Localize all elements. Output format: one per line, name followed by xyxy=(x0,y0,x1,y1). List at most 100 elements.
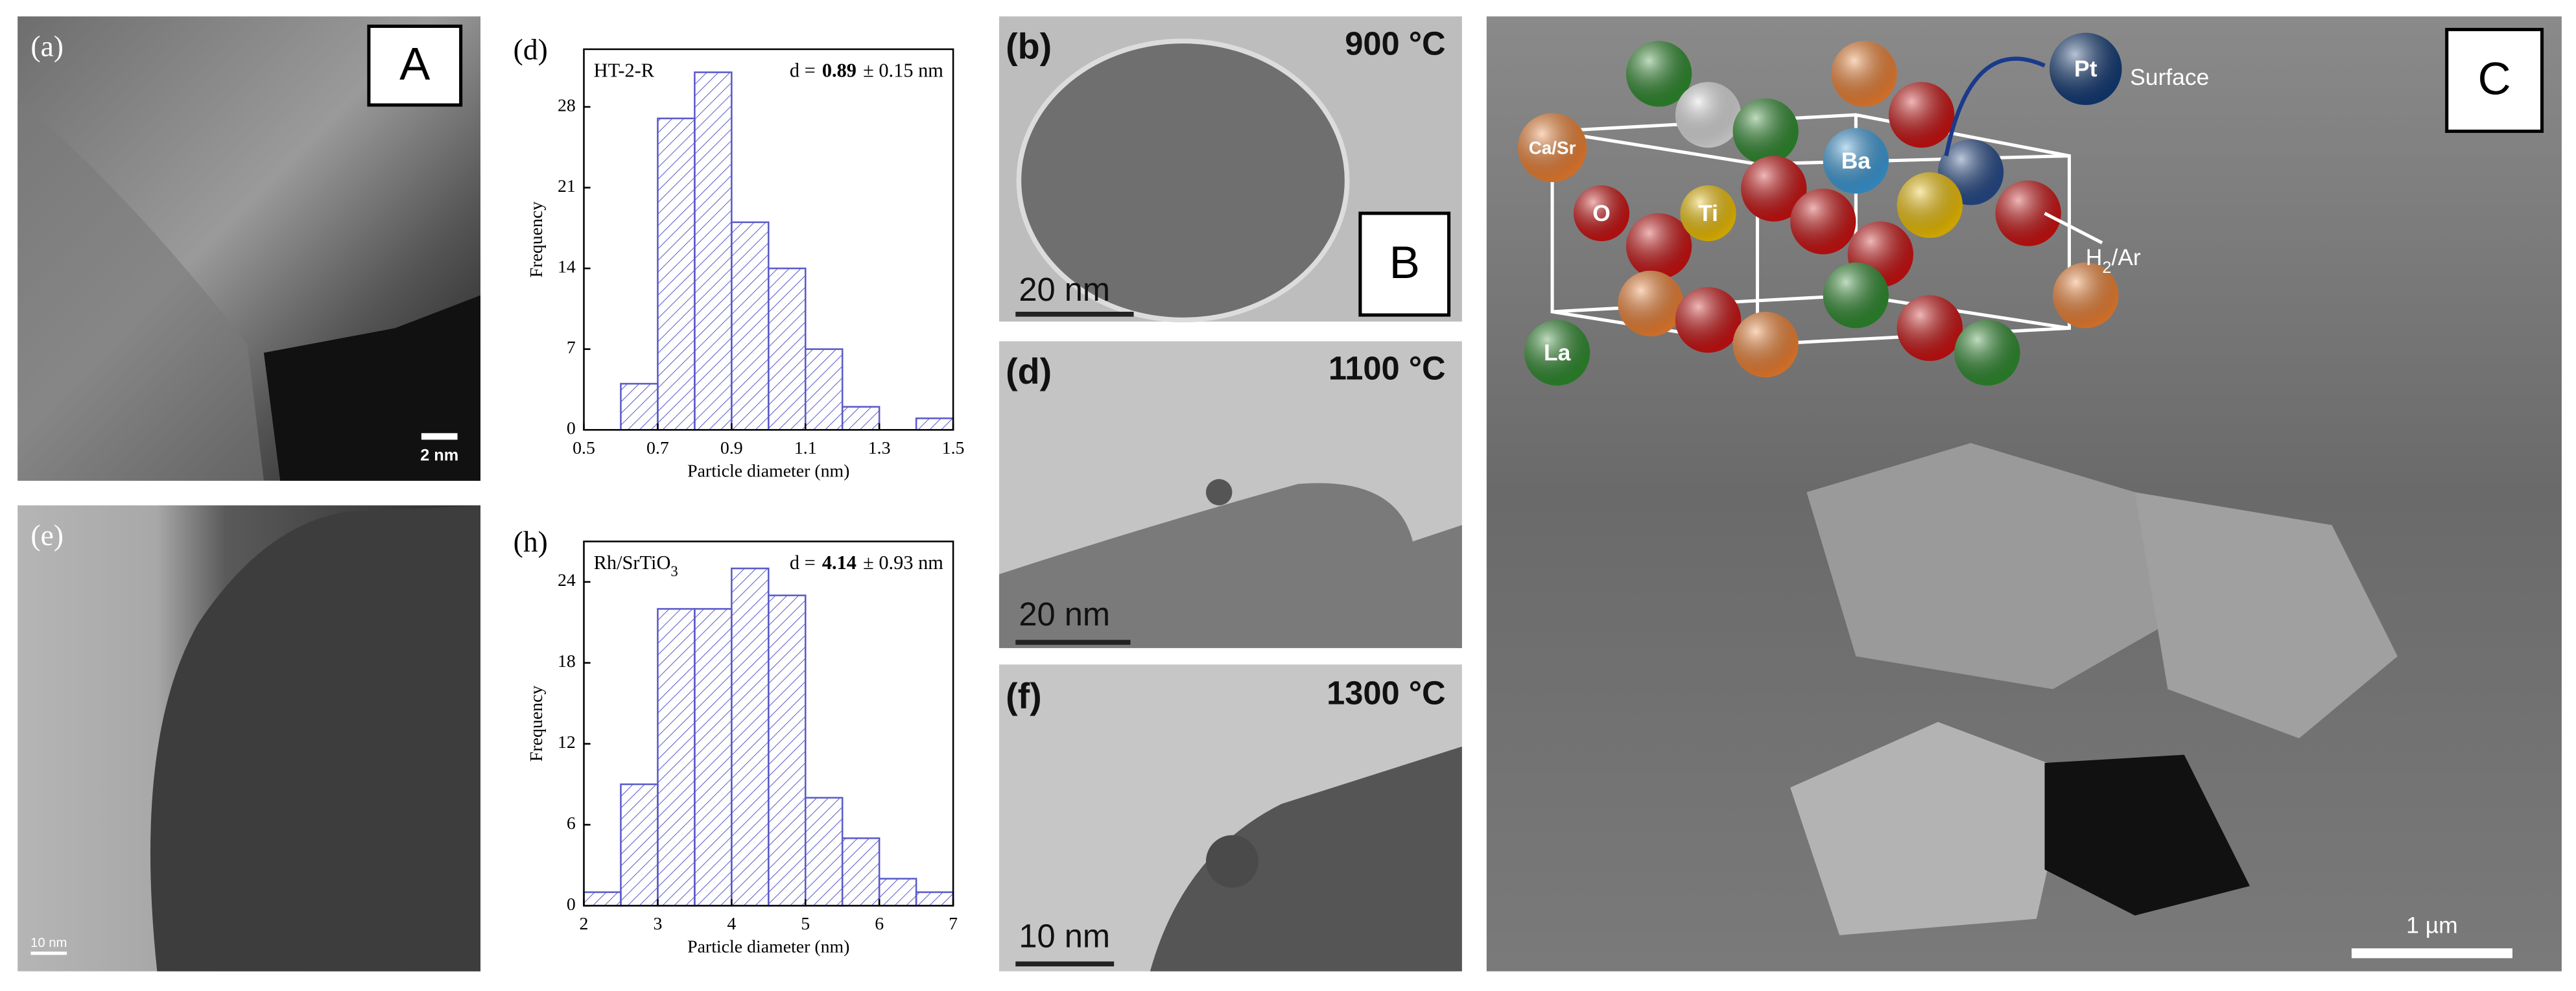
scale-bar xyxy=(2351,948,2512,959)
histogram-bar xyxy=(841,406,880,431)
mean-suffix: ± 0.93 nm xyxy=(863,552,943,574)
histogram-bar xyxy=(657,117,696,431)
nanoparticle xyxy=(1205,835,1258,888)
sphere-shine xyxy=(1625,213,1692,279)
histogram-bar xyxy=(620,783,659,907)
pore xyxy=(2044,754,2250,916)
mean-suffix: ± 0.15 nm xyxy=(863,59,943,81)
mean-prefix: d = xyxy=(790,59,816,81)
tag-box xyxy=(1358,211,1451,317)
grain xyxy=(18,98,264,481)
gas: H xyxy=(2086,244,2103,270)
x-tick-label: 3 xyxy=(653,914,662,934)
x-tick-label: 5 xyxy=(801,914,810,934)
y-tick-label: 18 xyxy=(558,651,576,671)
mean-value: 4.14 xyxy=(822,552,857,574)
scale-label: 2 nm xyxy=(420,446,458,464)
sphere-shine xyxy=(1954,320,2020,386)
particle xyxy=(998,483,1462,648)
panel-tag: C xyxy=(2478,53,2511,104)
sphere-shine xyxy=(1618,270,1684,336)
y-tick-label: 0 xyxy=(567,419,576,439)
scale-bar xyxy=(1015,311,1134,317)
x-axis-title: Particle diameter (nm) xyxy=(687,937,849,957)
atom-label: Ca/Sr xyxy=(1529,138,1576,158)
tag-box xyxy=(367,24,463,107)
histogram-bar xyxy=(804,797,844,907)
scale-bar xyxy=(421,433,458,440)
sample-label: Rh/SrTiO3 xyxy=(594,552,678,579)
sphere-shine xyxy=(1732,311,1799,378)
x-tick-label: 1.3 xyxy=(868,438,891,458)
mean-label: d = 4.14 ± 0.93 nm xyxy=(790,552,943,574)
tag-box xyxy=(2445,28,2544,134)
sphere-shine xyxy=(1823,262,1889,329)
y-tick-label: 0 xyxy=(567,894,576,915)
histogram-bar xyxy=(768,594,807,907)
sample: HT-2-R xyxy=(594,59,655,81)
mean-prefix: d = xyxy=(790,552,816,574)
scale-label: 10 nm xyxy=(1019,917,1110,954)
sample-sub: 3 xyxy=(670,563,678,579)
histogram-bar xyxy=(583,891,622,907)
y-axis-title: Frequency xyxy=(526,202,547,278)
sphere-shine xyxy=(1823,128,1889,194)
histogram-bar xyxy=(657,608,696,907)
mean-label: d = 0.89 ± 0.15 nm xyxy=(790,59,943,81)
temperature: 1100 °C xyxy=(1329,349,1446,386)
histogram-bar xyxy=(620,382,659,431)
x-tick-label: 0.9 xyxy=(720,438,743,458)
histogram-bar xyxy=(694,608,733,907)
panel-label: (h) xyxy=(514,525,548,558)
sphere-shine xyxy=(2053,262,2119,329)
grain xyxy=(1806,443,2168,690)
scale-label: 10 nm xyxy=(30,936,67,950)
x-tick-label: 1.1 xyxy=(794,438,817,458)
x-tick-label: 6 xyxy=(875,914,884,934)
sphere-shine xyxy=(1732,98,1799,165)
histogram-bar xyxy=(731,221,770,431)
sphere-shine xyxy=(1897,295,1963,361)
panel-label: (f) xyxy=(1006,676,1042,716)
particle xyxy=(150,505,481,972)
temperature: 900 °C xyxy=(1345,25,1445,62)
y-tick-label: 7 xyxy=(567,338,576,358)
particle xyxy=(1016,38,1350,323)
panel-label: (b) xyxy=(1006,27,1052,67)
histogram-bar xyxy=(731,567,770,907)
panel-tag: A xyxy=(399,39,431,90)
atom-label: La xyxy=(1544,340,1571,366)
sphere-shine xyxy=(2050,32,2122,106)
y-tick-label: 28 xyxy=(558,95,576,115)
atoms: Pt Ca/Sr Ba O Ti La xyxy=(1517,32,2122,386)
histogram-bar xyxy=(841,837,880,907)
x-axis-title: Particle diameter (nm) xyxy=(687,461,849,481)
atom-label: Surface xyxy=(2130,64,2209,90)
mean-value: 0.89 xyxy=(822,59,857,81)
arrow xyxy=(1944,56,2046,157)
sphere-shine xyxy=(1680,185,1736,242)
atom-label: Ti xyxy=(1698,200,1718,226)
sphere-shine xyxy=(1790,189,1856,255)
panel-label: (d) xyxy=(514,32,548,65)
atom-label: Pt xyxy=(2074,56,2097,82)
y-tick-label: 14 xyxy=(558,257,576,277)
y-tick-label: 6 xyxy=(567,813,576,834)
gas-sub: 2 xyxy=(2102,259,2111,277)
plot-frame xyxy=(583,541,954,907)
sphere-shine xyxy=(1573,185,1630,242)
sample: Rh/SrTiO xyxy=(594,552,671,574)
particle xyxy=(1150,746,1462,972)
y-tick-label: 21 xyxy=(558,176,576,196)
scale-bar xyxy=(1015,961,1115,967)
temperature: 1300 °C xyxy=(1327,675,1445,712)
grain xyxy=(1790,721,2070,935)
scale-bar xyxy=(1015,640,1131,645)
atom-label: O xyxy=(1592,200,1611,226)
histogram-bar xyxy=(878,878,917,907)
histogram-bar xyxy=(694,71,733,431)
x-tick-label: 0.7 xyxy=(646,438,669,458)
y-tick-label: 12 xyxy=(558,732,576,752)
